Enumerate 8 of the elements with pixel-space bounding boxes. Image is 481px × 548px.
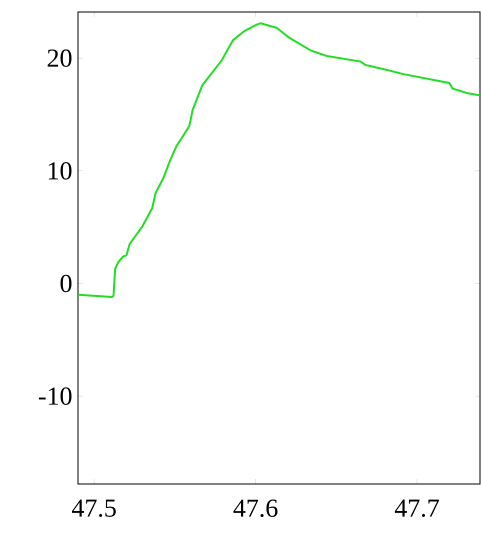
line-series xyxy=(78,22,480,298)
x-tick-label: 47.7 xyxy=(394,500,439,517)
y-tick-label: 0 xyxy=(60,274,72,292)
x-tick-label: 47.6 xyxy=(233,500,278,518)
y-tick-label: 10 xyxy=(48,162,72,180)
x-tick-label: 47.5 xyxy=(72,500,116,517)
y-tick-label: -10 xyxy=(38,387,72,405)
y-tick-label: 20 xyxy=(48,49,72,67)
